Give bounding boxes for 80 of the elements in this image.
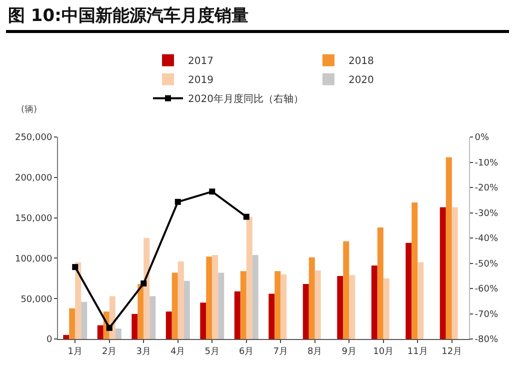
bar xyxy=(377,228,384,339)
y2-tick-label: -60% xyxy=(474,284,498,295)
y2-tick-label: -10% xyxy=(474,158,498,168)
bar xyxy=(268,294,275,339)
x-tick-label: 10月 xyxy=(373,346,394,357)
bar xyxy=(274,271,281,339)
point xyxy=(106,324,112,331)
bar xyxy=(200,302,206,339)
bar xyxy=(412,202,418,339)
x-tick-label: 6月 xyxy=(239,346,254,357)
bar xyxy=(81,302,88,339)
bar xyxy=(138,284,144,339)
bar xyxy=(63,334,70,339)
legend-label: 2020年月度同比（右轴） xyxy=(188,93,304,106)
x-tick-label: 12月 xyxy=(442,346,462,357)
bar xyxy=(172,272,178,339)
x-tick-label: 3月 xyxy=(136,346,151,357)
bar xyxy=(75,262,82,339)
y2-tick-label: -80% xyxy=(474,335,498,346)
x-tick-label: 11月 xyxy=(407,346,428,357)
legend-label: 2020 xyxy=(348,75,374,86)
bar xyxy=(252,254,258,339)
x-tick-label: 9月 xyxy=(342,346,356,357)
bar xyxy=(302,284,309,339)
bar xyxy=(406,242,412,339)
x-tick-label: 2月 xyxy=(102,346,117,357)
x-tick-label: 1月 xyxy=(68,346,82,357)
y-tick-label: 50,000 xyxy=(20,294,52,305)
y2-tick-label: 0% xyxy=(474,133,490,144)
x-tick-label: 4月 xyxy=(170,346,186,357)
y2-tick-label: -50% xyxy=(474,259,498,270)
x-tick-label: 5月 xyxy=(204,346,220,357)
bar xyxy=(178,261,184,339)
bar xyxy=(150,296,156,339)
y-axis-title: (辆) xyxy=(21,104,38,115)
bar xyxy=(246,216,252,339)
point xyxy=(243,214,250,220)
bar xyxy=(349,275,356,339)
legend-label: 2017 xyxy=(188,56,214,68)
bar xyxy=(166,312,172,339)
y2-tick-label: -70% xyxy=(474,310,498,320)
legend-label: 2018 xyxy=(348,56,374,68)
x-tick-label: 8月 xyxy=(308,346,322,357)
bar xyxy=(446,157,452,339)
bar xyxy=(308,257,315,339)
bar xyxy=(452,207,458,339)
bar xyxy=(234,291,240,339)
bar xyxy=(343,241,350,339)
y-tick-label: 250,000 xyxy=(14,133,52,144)
bar xyxy=(240,271,246,339)
y-tick-label: 200,000 xyxy=(14,174,52,184)
y2-tick-label: -30% xyxy=(474,208,498,219)
bar xyxy=(97,325,104,339)
bar xyxy=(69,308,76,339)
x-tick-label: 7月 xyxy=(273,346,288,357)
bar xyxy=(418,262,424,339)
bar xyxy=(144,238,150,339)
bar xyxy=(371,265,378,339)
bar xyxy=(115,328,122,339)
bar xyxy=(440,207,446,339)
y2-tick-label: -40% xyxy=(474,234,498,244)
bar xyxy=(206,256,212,339)
point xyxy=(140,280,147,286)
chart-title: 图 10:中国新能源汽车月度销量 xyxy=(8,5,248,27)
y-tick-label: 150,000 xyxy=(14,214,52,224)
point xyxy=(72,264,78,270)
legend-label: 2019 xyxy=(188,75,214,86)
bar xyxy=(132,314,138,339)
y-tick-label: 100,000 xyxy=(14,254,52,264)
bar xyxy=(184,280,190,339)
point xyxy=(209,188,216,195)
bar xyxy=(314,270,321,339)
bar xyxy=(383,278,390,339)
bar xyxy=(212,254,218,339)
y2-tick-label: -20% xyxy=(474,184,498,194)
point xyxy=(174,198,181,205)
bar xyxy=(280,274,287,339)
bar xyxy=(337,276,344,339)
bar xyxy=(218,272,224,339)
y-tick-label: 0 xyxy=(46,335,52,346)
